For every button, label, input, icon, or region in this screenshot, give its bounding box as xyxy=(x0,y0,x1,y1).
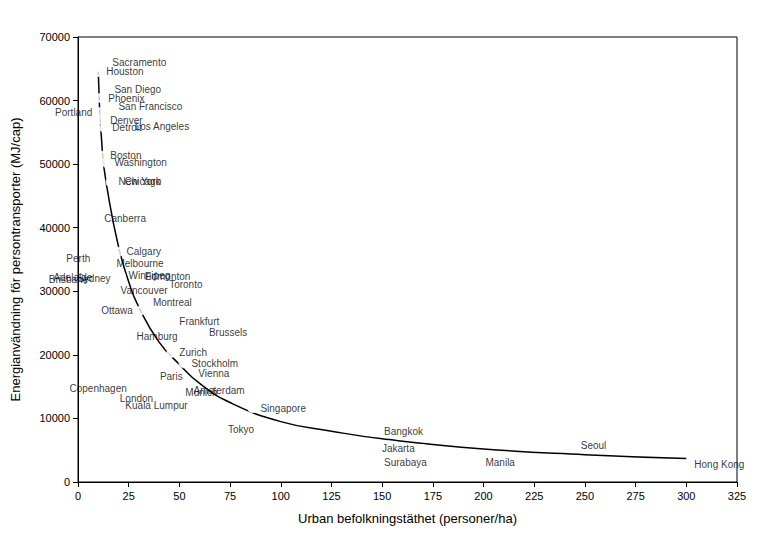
svg-text:50: 50 xyxy=(173,490,185,502)
svg-text:Singapore: Singapore xyxy=(260,403,306,414)
svg-text:50000: 50000 xyxy=(39,158,70,170)
svg-text:Jakarta: Jakarta xyxy=(382,443,415,454)
svg-text:Surabaya: Surabaya xyxy=(384,457,427,468)
svg-text:Zurich: Zurich xyxy=(179,347,208,359)
svg-text:Manila: Manila xyxy=(485,457,515,468)
svg-text:Bangkok: Bangkok xyxy=(384,426,424,437)
svg-text:175: 175 xyxy=(424,490,442,502)
svg-text:Brisbane: Brisbane xyxy=(48,274,89,286)
svg-text:San Francisco: San Francisco xyxy=(118,101,182,112)
svg-text:225: 225 xyxy=(525,490,543,502)
svg-text:London: London xyxy=(119,392,154,404)
svg-text:275: 275 xyxy=(626,490,644,502)
svg-text:Melbourne: Melbourne xyxy=(116,258,164,269)
svg-text:Portland: Portland xyxy=(55,107,92,118)
svg-text:Boston: Boston xyxy=(110,150,142,162)
svg-text:200: 200 xyxy=(474,490,492,502)
svg-text:Frankfurt: Frankfurt xyxy=(179,316,219,327)
svg-text:Tokyo: Tokyo xyxy=(228,424,255,435)
svg-text:150: 150 xyxy=(373,490,391,502)
svg-text:Edmonton: Edmonton xyxy=(144,270,191,282)
svg-text:Perth: Perth xyxy=(66,253,90,264)
svg-text:Houston: Houston xyxy=(106,66,143,77)
svg-text:Paris: Paris xyxy=(160,371,183,382)
svg-text:Los Angeles: Los Angeles xyxy=(135,121,190,132)
svg-text:300: 300 xyxy=(677,490,695,502)
svg-text:Vancouver: Vancouver xyxy=(120,285,168,296)
svg-text:Kuala Lumpur: Kuala Lumpur xyxy=(125,400,188,411)
svg-text:10000: 10000 xyxy=(39,412,70,424)
svg-text:Hong Kong: Hong Kong xyxy=(694,459,744,470)
svg-text:Amsterdam: Amsterdam xyxy=(193,385,244,396)
svg-text:20000: 20000 xyxy=(39,349,70,361)
svg-text:Ottawa: Ottawa xyxy=(101,305,133,316)
svg-text:0: 0 xyxy=(64,476,70,488)
svg-text:Seoul: Seoul xyxy=(581,440,607,451)
svg-text:Detroit: Detroit xyxy=(112,122,142,133)
svg-text:60000: 60000 xyxy=(39,95,70,107)
svg-text:New York: New York xyxy=(118,176,161,187)
svg-text:Vienna: Vienna xyxy=(198,368,229,379)
svg-text:25: 25 xyxy=(123,490,135,502)
svg-text:125: 125 xyxy=(322,490,340,502)
svg-text:100: 100 xyxy=(272,490,290,502)
svg-text:San Diego: San Diego xyxy=(114,83,162,95)
svg-text:250: 250 xyxy=(576,490,594,502)
svg-text:40000: 40000 xyxy=(39,222,70,234)
svg-text:70000: 70000 xyxy=(39,31,70,43)
svg-text:Hamburg: Hamburg xyxy=(137,331,178,342)
svg-text:325: 325 xyxy=(728,490,746,502)
svg-text:Copenhagen: Copenhagen xyxy=(69,383,126,394)
svg-text:Brussels: Brussels xyxy=(209,327,247,338)
svg-text:Washington: Washington xyxy=(114,157,166,168)
svg-text:Sydney: Sydney xyxy=(77,273,110,284)
svg-text:Urban befolkningstäthet (perso: Urban befolkningstäthet (personer/ha) xyxy=(298,511,517,526)
svg-text:30000: 30000 xyxy=(39,285,70,297)
svg-text:Canberra: Canberra xyxy=(104,213,146,224)
svg-text:Phoenix: Phoenix xyxy=(108,92,145,104)
svg-text:Stockholm: Stockholm xyxy=(191,358,238,369)
svg-text:Montreal: Montreal xyxy=(153,297,192,308)
svg-text:Energianvändning för persontra: Energianvändning för persontransporter (… xyxy=(8,118,23,402)
svg-text:Sacramento: Sacramento xyxy=(112,56,167,68)
svg-text:Toronto: Toronto xyxy=(169,279,203,290)
svg-text:Calgary: Calgary xyxy=(127,246,161,257)
svg-text:0: 0 xyxy=(75,490,81,502)
svg-text:75: 75 xyxy=(224,490,236,502)
